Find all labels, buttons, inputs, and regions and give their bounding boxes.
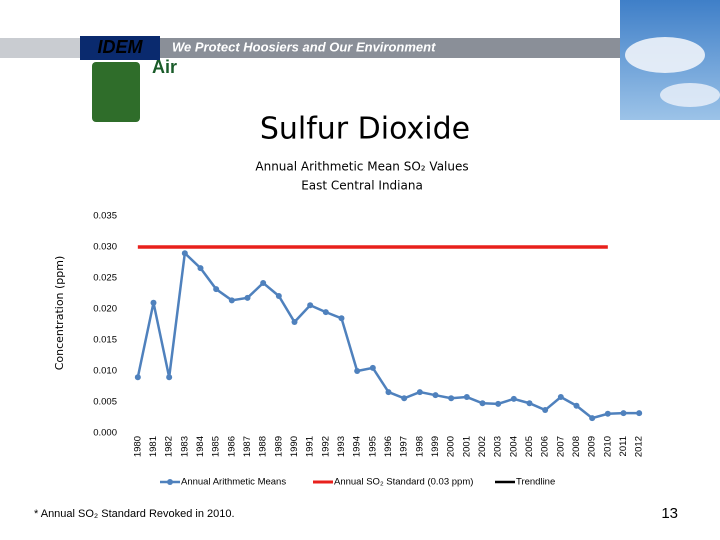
- data-point: [307, 302, 314, 309]
- data-point: [479, 400, 486, 407]
- cloud: [625, 37, 705, 73]
- data-point: [432, 392, 439, 399]
- logo-box: [80, 36, 160, 60]
- legend-label: Annual Arithmetic Means: [181, 477, 286, 488]
- header-bar: [160, 38, 720, 58]
- x-tick-label: 2005: [524, 436, 535, 457]
- x-tick-label: 2002: [477, 436, 488, 457]
- data-point: [150, 299, 157, 306]
- data-point: [620, 410, 627, 417]
- data-point: [338, 315, 345, 322]
- legend-label: Trendline: [516, 477, 555, 488]
- x-tick-label: 1984: [195, 436, 206, 457]
- data-point: [291, 319, 298, 326]
- x-tick-label: 1998: [414, 436, 425, 457]
- x-tick-label: 2007: [555, 436, 566, 457]
- y-tick-label: 0.030: [93, 242, 117, 253]
- x-tick-label: 1982: [164, 436, 175, 457]
- data-point: [510, 395, 517, 402]
- legend-marker: [167, 479, 173, 485]
- x-tick-label: 1987: [242, 436, 253, 457]
- x-tick-label: 1992: [320, 436, 331, 457]
- data-point: [401, 395, 408, 402]
- data-point: [275, 292, 282, 299]
- x-tick-label: 1988: [258, 436, 269, 457]
- x-tick-label: 1993: [336, 436, 347, 457]
- logo-state: [92, 62, 140, 122]
- data-point: [197, 265, 204, 272]
- footnote: * Annual SO₂ Standard Revoked in 2010.: [34, 508, 235, 520]
- y-tick-label: 0.005: [93, 397, 117, 408]
- x-tick-label: 2011: [618, 436, 629, 456]
- data-point: [322, 309, 329, 316]
- data-point: [495, 400, 502, 407]
- y-tick-label: 0.020: [93, 304, 117, 315]
- y-tick-label: 0.025: [93, 273, 117, 284]
- data-point: [385, 389, 392, 396]
- x-tick-label: 1985: [211, 436, 222, 457]
- x-tick-label: 1999: [430, 436, 441, 457]
- x-tick-label: 2000: [446, 436, 457, 457]
- x-tick-label: 1990: [289, 436, 300, 457]
- y-tick-label: 0.035: [93, 211, 117, 222]
- chart-title: Annual Arithmetic Mean SO₂ Values: [255, 160, 468, 174]
- data-point: [134, 374, 141, 381]
- x-tick-label: 1983: [179, 436, 190, 457]
- y-tick-label: 0.010: [93, 366, 117, 377]
- data-point: [589, 415, 596, 422]
- data-point: [573, 402, 580, 409]
- x-tick-label: 2003: [493, 436, 504, 457]
- page-number: 13: [661, 505, 678, 522]
- data-point: [526, 400, 533, 407]
- x-tick-label: 1994: [352, 436, 363, 457]
- slide-title: Sulfur Dioxide: [260, 112, 470, 147]
- y-axis-label: Concentration (ppm): [53, 256, 66, 371]
- x-tick-label: 1997: [399, 436, 410, 457]
- data-point: [166, 374, 173, 381]
- y-tick-label: 0.000: [93, 428, 117, 439]
- data-point: [228, 297, 235, 304]
- x-tick-label: 1995: [367, 436, 378, 457]
- x-tick-label: 1986: [226, 436, 237, 457]
- x-tick-label: 2001: [461, 436, 472, 457]
- x-tick-label: 2009: [587, 436, 598, 457]
- x-tick-label: 1989: [273, 436, 284, 457]
- logo-text: IDEM: [98, 37, 144, 57]
- x-tick-label: 2006: [540, 436, 551, 457]
- legend-label: Annual SO₂ Standard (0.03 ppm): [334, 477, 473, 488]
- x-tick-label: 2004: [508, 436, 519, 457]
- x-tick-label: 1991: [305, 436, 316, 457]
- cloud: [660, 83, 720, 107]
- data-point: [181, 250, 188, 257]
- data-point: [604, 410, 611, 417]
- data-point: [448, 395, 455, 402]
- data-point: [557, 394, 564, 401]
- x-tick-label: 2008: [571, 436, 582, 457]
- data-point: [369, 364, 376, 371]
- section-name: Air: [152, 57, 177, 77]
- data-point: [463, 394, 470, 401]
- x-tick-label: 1996: [383, 436, 394, 457]
- data-point: [213, 286, 220, 293]
- data-point: [542, 407, 549, 414]
- y-tick-label: 0.015: [93, 335, 117, 346]
- x-tick-label: 2012: [634, 436, 645, 457]
- data-point: [244, 294, 251, 301]
- x-tick-label: 1980: [132, 436, 143, 457]
- header-slogan: We Protect Hoosiers and Our Environment: [172, 39, 436, 54]
- x-tick-label: 2010: [602, 436, 613, 457]
- data-point: [260, 279, 267, 286]
- chart-subtitle: East Central Indiana: [301, 179, 423, 193]
- x-tick-label: 1981: [148, 436, 159, 457]
- data-point: [636, 410, 643, 417]
- data-point: [354, 368, 361, 374]
- data-point: [416, 389, 423, 396]
